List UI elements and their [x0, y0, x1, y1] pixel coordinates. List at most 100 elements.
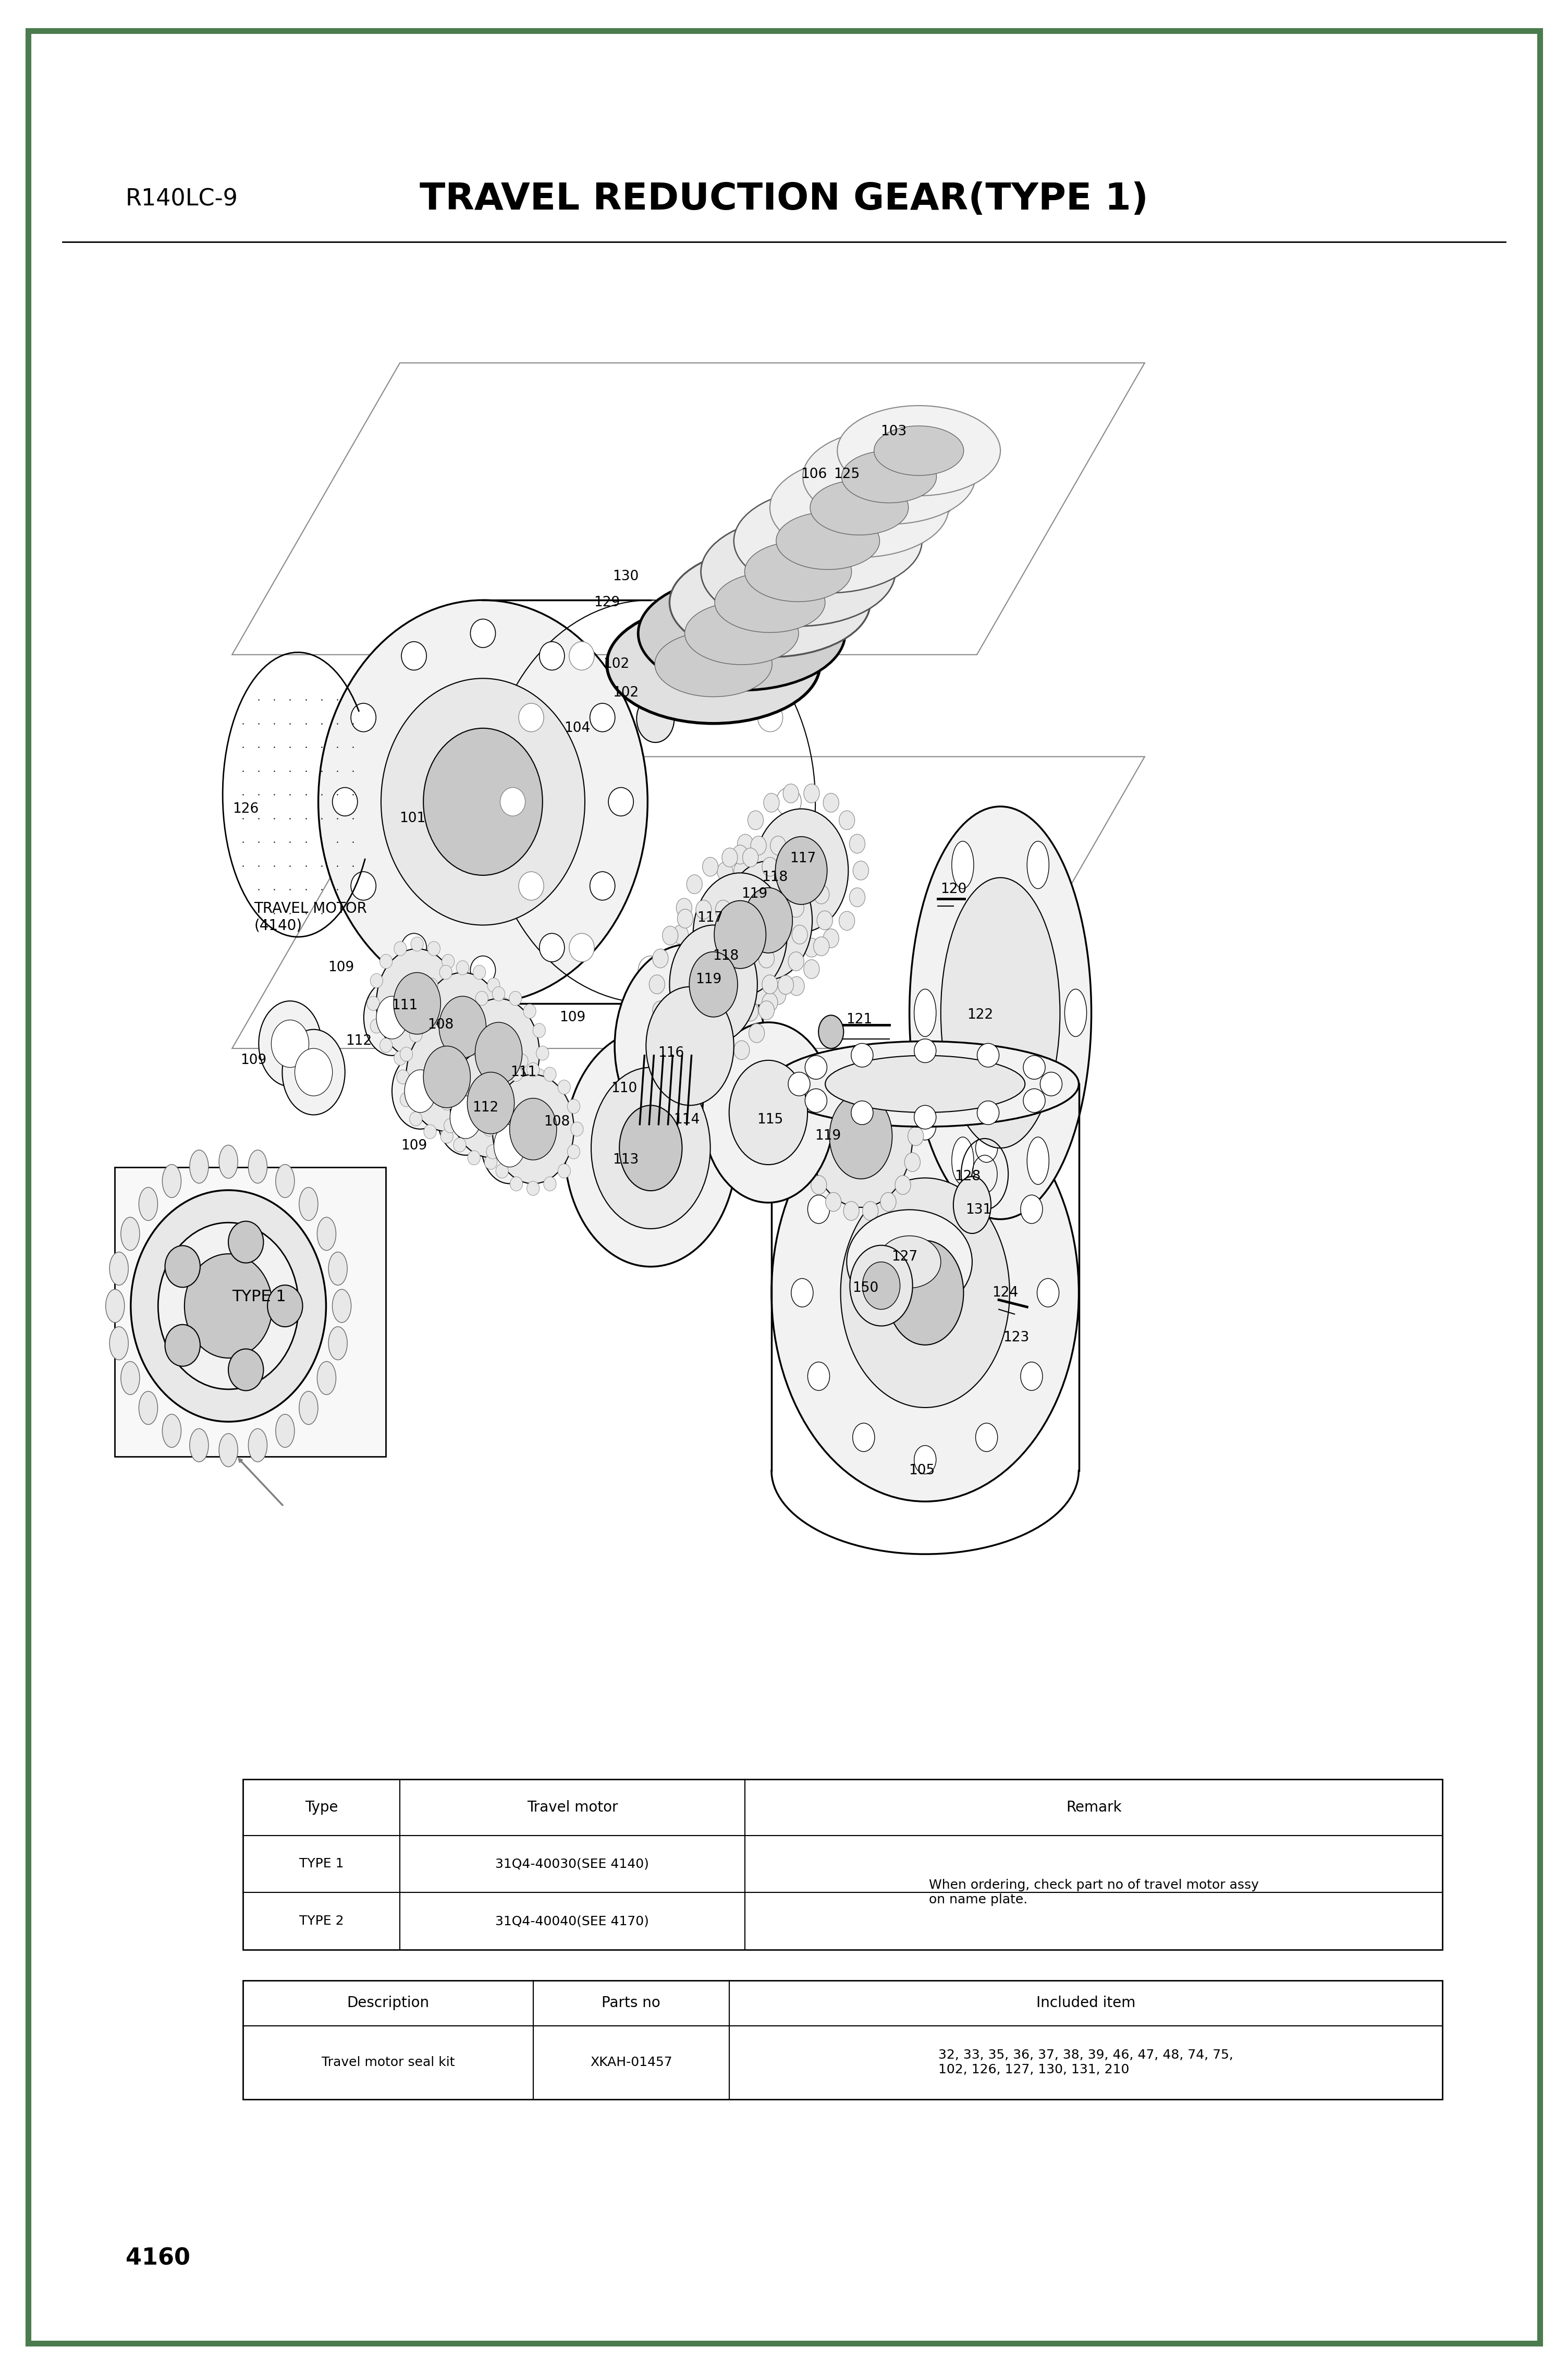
Ellipse shape — [811, 1177, 826, 1195]
Ellipse shape — [844, 1203, 859, 1222]
Ellipse shape — [826, 1060, 842, 1079]
Ellipse shape — [853, 1134, 875, 1162]
Text: 4160: 4160 — [125, 2246, 190, 2270]
Ellipse shape — [467, 1041, 480, 1056]
Ellipse shape — [1021, 1362, 1043, 1390]
Text: 118: 118 — [762, 871, 787, 885]
Ellipse shape — [423, 1046, 470, 1108]
Ellipse shape — [704, 911, 720, 930]
Ellipse shape — [533, 1022, 546, 1037]
Ellipse shape — [351, 702, 376, 731]
Text: 150: 150 — [853, 1281, 878, 1295]
Text: 115: 115 — [757, 1112, 782, 1127]
Text: TYPE 2: TYPE 2 — [299, 1914, 343, 1928]
Ellipse shape — [853, 861, 869, 880]
Ellipse shape — [441, 1096, 453, 1110]
Ellipse shape — [1036, 1279, 1058, 1307]
Ellipse shape — [488, 1063, 500, 1077]
Ellipse shape — [441, 1129, 453, 1143]
Ellipse shape — [880, 1193, 895, 1212]
Ellipse shape — [472, 1112, 485, 1127]
Ellipse shape — [770, 987, 786, 1006]
Ellipse shape — [569, 932, 594, 961]
Bar — [114, 1167, 386, 1456]
Ellipse shape — [778, 975, 793, 994]
Ellipse shape — [637, 695, 674, 742]
Ellipse shape — [397, 1070, 409, 1084]
Text: 112: 112 — [345, 1034, 372, 1048]
Ellipse shape — [416, 1044, 428, 1058]
Text: 109: 109 — [401, 1139, 426, 1153]
Ellipse shape — [394, 1051, 406, 1065]
Text: 119: 119 — [742, 887, 767, 901]
Ellipse shape — [328, 1252, 347, 1286]
Ellipse shape — [750, 1025, 765, 1044]
Ellipse shape — [673, 925, 688, 944]
Ellipse shape — [494, 1124, 525, 1167]
Ellipse shape — [510, 991, 522, 1006]
Ellipse shape — [268, 1286, 303, 1326]
Ellipse shape — [717, 861, 732, 880]
Ellipse shape — [748, 911, 764, 930]
Ellipse shape — [448, 1046, 461, 1060]
Ellipse shape — [492, 1105, 505, 1120]
Ellipse shape — [754, 809, 848, 932]
Text: Travel motor seal kit: Travel motor seal kit — [321, 2057, 455, 2068]
Text: Travel motor: Travel motor — [527, 1800, 618, 1815]
Ellipse shape — [400, 1046, 412, 1060]
Ellipse shape — [405, 1070, 436, 1112]
Text: 103: 103 — [881, 425, 906, 439]
Text: 116: 116 — [659, 1046, 684, 1060]
Text: 109: 109 — [560, 1010, 585, 1025]
Ellipse shape — [475, 1101, 488, 1115]
Text: 111: 111 — [392, 999, 417, 1013]
Text: 108: 108 — [428, 1018, 453, 1032]
Ellipse shape — [652, 949, 668, 968]
Ellipse shape — [495, 1079, 508, 1093]
Text: 31Q4-40030(SEE 4140): 31Q4-40030(SEE 4140) — [495, 1857, 649, 1869]
Ellipse shape — [811, 479, 908, 536]
Ellipse shape — [394, 973, 441, 1034]
Ellipse shape — [411, 1006, 467, 1082]
Ellipse shape — [527, 1063, 539, 1077]
Ellipse shape — [516, 1139, 528, 1153]
Ellipse shape — [952, 1136, 974, 1184]
Ellipse shape — [804, 861, 820, 880]
Ellipse shape — [394, 942, 406, 956]
Ellipse shape — [702, 1022, 834, 1203]
Ellipse shape — [804, 961, 820, 980]
Ellipse shape — [536, 1046, 549, 1060]
Ellipse shape — [332, 788, 358, 816]
Ellipse shape — [662, 1025, 677, 1044]
Ellipse shape — [271, 1020, 309, 1067]
Ellipse shape — [789, 1072, 811, 1096]
Ellipse shape — [792, 925, 808, 944]
Ellipse shape — [317, 1362, 336, 1395]
Ellipse shape — [423, 728, 543, 875]
Ellipse shape — [328, 1326, 347, 1359]
Ellipse shape — [525, 1120, 538, 1134]
Ellipse shape — [510, 1098, 557, 1160]
Ellipse shape — [895, 1077, 911, 1096]
Ellipse shape — [392, 1053, 448, 1129]
Ellipse shape — [453, 1139, 466, 1153]
Ellipse shape — [276, 1414, 295, 1447]
Ellipse shape — [259, 1001, 321, 1086]
Ellipse shape — [248, 1150, 267, 1184]
Ellipse shape — [764, 792, 779, 811]
Ellipse shape — [693, 873, 787, 996]
Ellipse shape — [470, 619, 495, 648]
Ellipse shape — [456, 1079, 469, 1093]
Ellipse shape — [757, 702, 782, 731]
Ellipse shape — [492, 1075, 574, 1184]
Ellipse shape — [1065, 989, 1087, 1037]
Ellipse shape — [524, 1089, 536, 1103]
Text: TRAVEL MOTOR
(4140): TRAVEL MOTOR (4140) — [254, 901, 367, 932]
Ellipse shape — [458, 999, 539, 1108]
Ellipse shape — [439, 996, 486, 1058]
Ellipse shape — [804, 785, 820, 804]
Ellipse shape — [808, 1195, 829, 1224]
Ellipse shape — [776, 512, 880, 569]
Ellipse shape — [895, 1177, 911, 1195]
Ellipse shape — [299, 1392, 318, 1426]
